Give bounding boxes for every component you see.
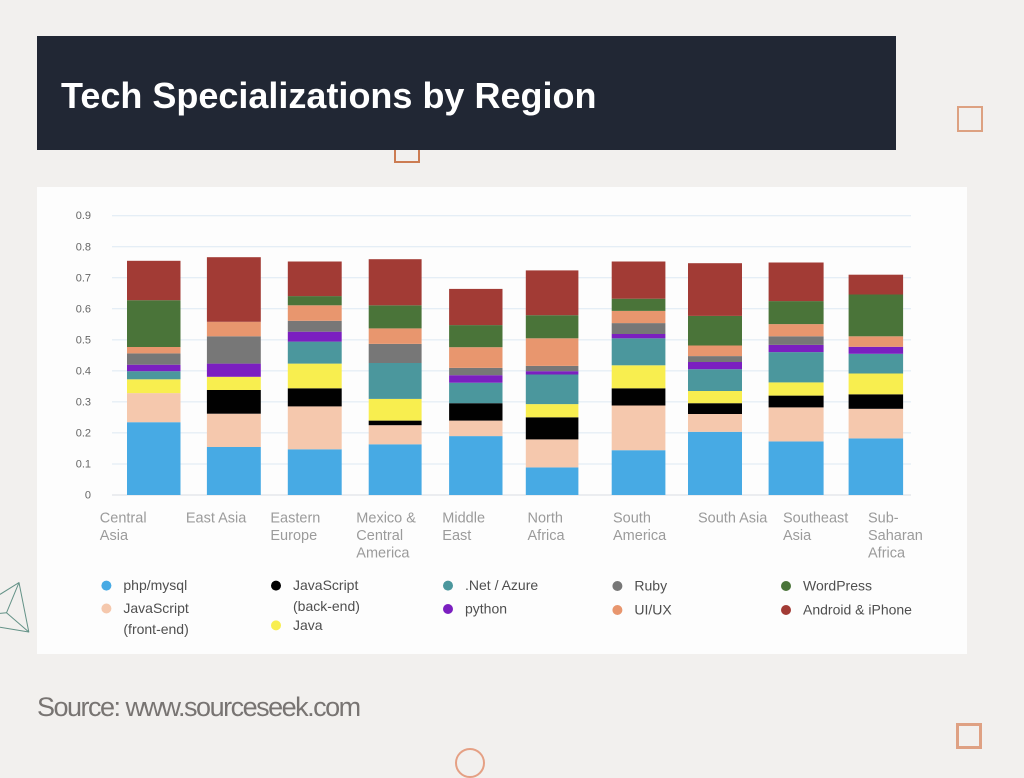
svg-text:Central: Central [100,510,147,526]
svg-text:North: North [528,510,563,526]
svg-text:East: East [442,528,471,544]
svg-text:JavaScript: JavaScript [293,577,358,593]
svg-text:.Net / Azure: .Net / Azure [465,577,538,593]
svg-text:Sub-: Sub- [868,510,899,526]
svg-text:0.2: 0.2 [76,427,91,439]
svg-text:Middle: Middle [442,510,485,526]
svg-text:Southeast: Southeast [783,510,848,526]
svg-text:0.1: 0.1 [76,459,91,471]
svg-text:Central: Central [356,528,403,544]
svg-text:php/mysql: php/mysql [123,577,187,593]
svg-text:0.8: 0.8 [76,241,91,253]
svg-text:0: 0 [85,490,91,502]
svg-text:East Asia: East Asia [186,510,247,526]
svg-text:UI/UX: UI/UX [634,602,672,618]
svg-text:South: South [613,510,651,526]
svg-text:Mexico &: Mexico & [356,510,416,526]
svg-text:0.3: 0.3 [76,396,91,408]
svg-text:Africa: Africa [868,545,906,561]
svg-text:Eastern: Eastern [270,510,320,526]
svg-text:0.4: 0.4 [76,365,91,377]
svg-text:0.6: 0.6 [76,303,91,315]
svg-text:0.7: 0.7 [76,272,91,284]
svg-text:America: America [613,528,667,544]
svg-text:Ruby: Ruby [634,578,667,594]
svg-text:(front-end): (front-end) [123,621,188,637]
svg-text:python: python [465,601,507,617]
svg-text:Europe: Europe [270,528,317,544]
svg-text:WordPress: WordPress [803,578,872,594]
svg-text:Java: Java [293,617,323,633]
svg-text:JavaScript: JavaScript [123,600,188,616]
svg-text:0.9: 0.9 [76,210,91,222]
svg-text:Asia: Asia [783,528,812,544]
svg-text:(back-end): (back-end) [293,598,360,614]
svg-text:Android & iPhone: Android & iPhone [803,602,912,618]
svg-text:Saharan: Saharan [868,528,923,544]
svg-text:Africa: Africa [528,528,566,544]
svg-text:America: America [356,545,410,561]
svg-text:South Asia: South Asia [698,510,768,526]
svg-text:0.5: 0.5 [76,334,91,346]
svg-text:Asia: Asia [100,528,129,544]
